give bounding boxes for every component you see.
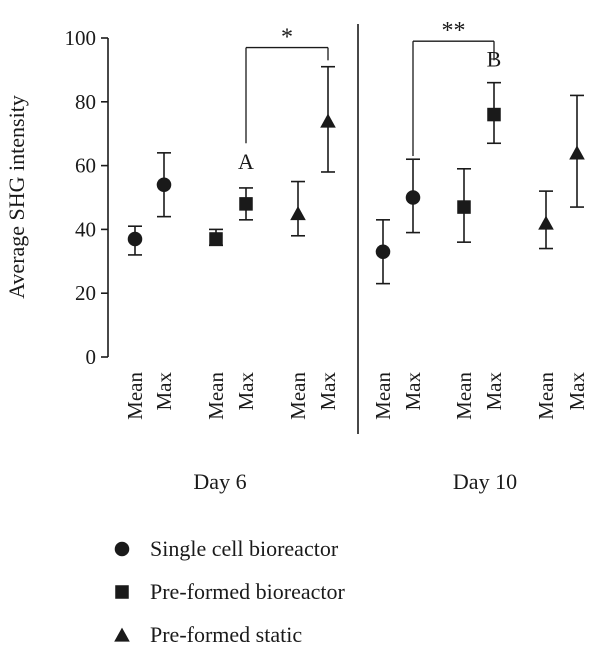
data-point-group [487, 81, 501, 145]
data-point-group [209, 228, 223, 247]
data-point-group [320, 65, 336, 173]
x-category-label: Max [401, 372, 425, 411]
x-category-label: Max [565, 372, 589, 411]
legend-marker-circle [114, 541, 130, 557]
significance-brackets: * ** [245, 18, 495, 157]
significance-label: * [281, 25, 293, 51]
data-point-group [290, 180, 306, 237]
legend-label: Pre-formed static [150, 622, 302, 647]
y-tick-label: 60 [75, 154, 96, 178]
data-point-square [239, 197, 253, 211]
x-category-label: Mean [204, 372, 228, 420]
x-category-label: Mean [286, 372, 310, 420]
x-category-label: Mean [371, 372, 395, 420]
y-tick-label: 80 [75, 90, 96, 114]
data-point-group [127, 225, 143, 256]
data-point-group [156, 152, 172, 218]
x-category-label: Max [316, 372, 340, 411]
data-point-square [457, 200, 471, 214]
x-category-label: Mean [534, 372, 558, 420]
data-point-circle [156, 177, 172, 193]
data-point-group [457, 167, 471, 243]
x-category-label: Mean [452, 372, 476, 420]
annotation-label: B [487, 47, 502, 72]
data-point-circle [405, 190, 421, 205]
legend-marker-square [115, 585, 129, 599]
legend-label: Single cell bioreactor [150, 536, 339, 561]
x-category-label: Max [482, 372, 506, 411]
y-tick-label: 20 [75, 281, 96, 305]
data-point-triangle [569, 145, 585, 160]
data-point-group [569, 94, 585, 208]
legend-label: Pre-formed bioreactor [150, 579, 346, 604]
annotation-label: A [238, 149, 254, 174]
data-point-triangle [320, 113, 336, 128]
y-tick-label: 0 [86, 345, 97, 369]
data-point-group [239, 187, 253, 221]
y-tick-label: 40 [75, 217, 96, 241]
group-label: Day 10 [453, 469, 517, 494]
x-category-label: Max [152, 372, 176, 411]
significance-label: ** [442, 18, 466, 44]
data-point-triangle [290, 206, 306, 221]
data-point-square [209, 232, 223, 246]
y-axis-label: Average SHG intensity [4, 95, 29, 299]
y-tick-label: 100 [65, 26, 97, 50]
x-category-label: Mean [123, 372, 147, 420]
data-point-group [375, 219, 391, 285]
annotations: AB [238, 47, 501, 174]
data-point-triangle [538, 215, 554, 230]
data-point-circle [375, 244, 391, 260]
legend-marker-triangle [114, 627, 130, 642]
y-axis-ticks: 0 20 40 60 80 100 [65, 26, 108, 369]
x-category-label: Max [234, 372, 258, 411]
x-category-labels: Mean Max Mean Max Mean Max Mean Max Mean Max Mean M… [123, 372, 589, 420]
legend: Single cell bioreactor Pre-formed bioreac… [114, 536, 346, 647]
data-points [127, 65, 585, 285]
group-label: Day 6 [193, 469, 246, 494]
data-point-circle [127, 231, 143, 247]
data-point-square [487, 107, 501, 122]
data-point-group [405, 158, 421, 234]
group-labels: Day 6 Day 10 [193, 469, 517, 494]
data-point-group [538, 190, 554, 250]
legend-item: Single cell bioreactor [114, 536, 339, 561]
legend-item: Pre-formed bioreactor [115, 579, 346, 604]
legend-item: Pre-formed static [114, 622, 302, 647]
